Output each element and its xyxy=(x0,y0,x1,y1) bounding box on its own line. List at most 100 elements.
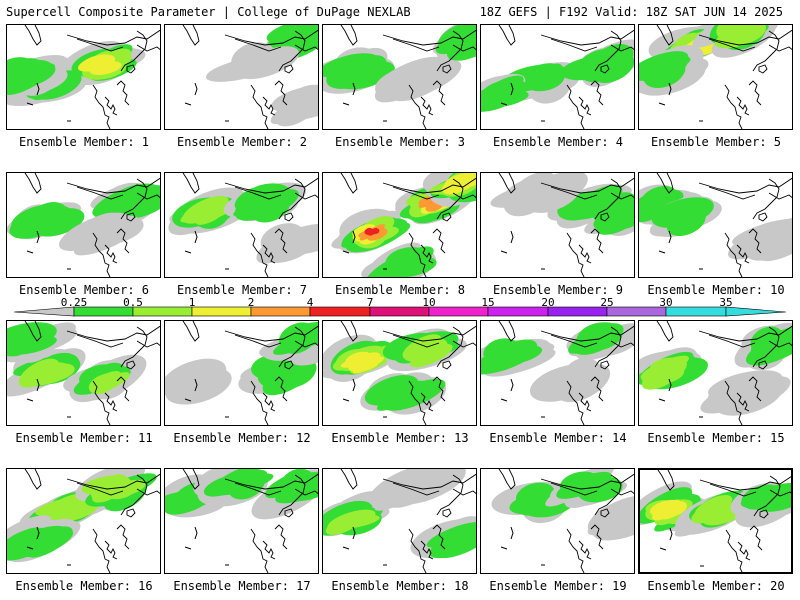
field-contour xyxy=(415,337,448,358)
field-contour xyxy=(243,183,292,211)
coastline-outlines xyxy=(24,469,160,573)
coastline-outlines xyxy=(656,321,792,425)
scp-field xyxy=(206,25,318,127)
coastline-outlines xyxy=(656,173,792,277)
ensemble-member-map[interactable] xyxy=(480,320,635,426)
coastline-outlines xyxy=(657,470,791,572)
field-contour xyxy=(593,192,634,223)
colorbar-tick-label: 15 xyxy=(481,296,495,309)
member-map-svg xyxy=(490,173,634,277)
scp-field xyxy=(331,173,476,277)
member-label: Ensemble Member: 14 xyxy=(489,431,627,445)
field-contour xyxy=(279,364,316,390)
field-contour xyxy=(483,338,520,366)
field-contour xyxy=(438,531,476,559)
coastline-outlines xyxy=(656,25,792,129)
field-contour xyxy=(345,351,372,367)
field-contour xyxy=(325,54,369,77)
scp-field xyxy=(323,469,476,559)
colorbar-tick-label: 1 xyxy=(188,296,196,309)
ensemble-member-map[interactable] xyxy=(480,24,635,130)
field-contour xyxy=(577,476,623,503)
ensemble-member-map[interactable] xyxy=(6,172,161,278)
field-contour xyxy=(561,357,602,393)
colorbar-tick-label: 30 xyxy=(659,296,673,309)
ensemble-member-map[interactable] xyxy=(480,468,635,574)
coastline-outlines xyxy=(340,25,476,129)
member-label: Ensemble Member: 16 xyxy=(15,579,153,593)
colorbar-tick-label: 35 xyxy=(719,296,733,309)
scp-field xyxy=(7,322,147,403)
field-contour xyxy=(590,498,634,534)
member-map-svg xyxy=(182,25,318,129)
colorbar-segment xyxy=(665,306,727,317)
coastline-outlines xyxy=(498,25,634,129)
field-contour xyxy=(379,381,412,404)
field-contour xyxy=(658,499,680,514)
ensemble-member-map[interactable] xyxy=(322,172,477,278)
ensemble-member-map[interactable] xyxy=(322,468,477,574)
ensemble-member-map[interactable] xyxy=(164,468,319,574)
ensemble-member-map[interactable] xyxy=(322,24,477,130)
ensemble-member-map[interactable] xyxy=(638,468,793,574)
coastline-outlines xyxy=(182,173,318,277)
run-valid-time: 18Z GEFS | F192 Valid: 18Z SAT JUN 14 20… xyxy=(479,5,783,19)
colorbar-segment xyxy=(250,306,311,317)
field-contour xyxy=(105,185,160,222)
ensemble-member-map[interactable] xyxy=(638,24,793,130)
ensemble-member-map[interactable] xyxy=(164,24,319,130)
colorbar-segment xyxy=(606,306,667,317)
colorbar-segment xyxy=(191,306,252,317)
colorbar-segments xyxy=(73,306,727,317)
field-contour xyxy=(572,185,623,216)
ensemble-member-map[interactable] xyxy=(638,172,793,278)
ensemble-member-map[interactable] xyxy=(6,24,161,130)
field-contour xyxy=(641,361,684,390)
coastline-outlines xyxy=(340,469,476,573)
ensemble-member-map[interactable] xyxy=(480,172,635,278)
ensemble-member-map[interactable] xyxy=(638,320,793,426)
ensemble-member-map[interactable] xyxy=(6,320,161,426)
member-map-svg xyxy=(491,469,634,573)
colorbar-segment xyxy=(547,306,608,317)
scp-field xyxy=(7,469,157,563)
field-contour xyxy=(15,63,56,87)
member-map-svg xyxy=(639,173,792,277)
member-label: Ensemble Member: 11 xyxy=(15,431,153,445)
scp-field xyxy=(640,481,791,537)
field-contour xyxy=(444,30,476,56)
ensemble-member-map[interactable] xyxy=(164,320,319,426)
field-contour xyxy=(325,512,365,535)
coastline-outlines xyxy=(498,469,634,573)
ensemble-member-map[interactable] xyxy=(164,172,319,278)
coastline-outlines xyxy=(182,321,318,425)
field-contour xyxy=(729,25,766,45)
field-contour xyxy=(426,522,476,548)
member-label: Ensemble Member: 2 xyxy=(176,135,308,149)
field-contour xyxy=(651,197,714,228)
member-map-svg xyxy=(323,321,476,425)
scp-field xyxy=(165,321,318,405)
scp-field xyxy=(490,173,634,236)
scp-field xyxy=(491,469,634,541)
member-map-svg xyxy=(7,321,160,425)
field-contour xyxy=(371,228,380,235)
colorbar-segment xyxy=(428,306,489,317)
field-contour xyxy=(367,229,388,241)
field-contour xyxy=(441,179,468,195)
field-contour xyxy=(9,207,67,239)
member-label: Ensemble Member: 18 xyxy=(331,579,469,593)
field-contour xyxy=(7,58,43,94)
colorbar-tick-label: 10 xyxy=(422,296,436,309)
scp-field xyxy=(168,182,318,264)
coastline-outlines xyxy=(340,173,476,277)
coastline-outlines xyxy=(24,173,160,277)
ensemble-member-map[interactable] xyxy=(322,320,477,426)
ensemble-member-map[interactable] xyxy=(6,468,161,574)
scp-field xyxy=(639,25,780,96)
field-contour xyxy=(418,198,437,208)
coastline-outlines xyxy=(24,321,160,425)
scp-field xyxy=(323,25,476,103)
member-map-svg xyxy=(640,470,791,572)
colorbar-tick-label: 20 xyxy=(541,296,555,309)
